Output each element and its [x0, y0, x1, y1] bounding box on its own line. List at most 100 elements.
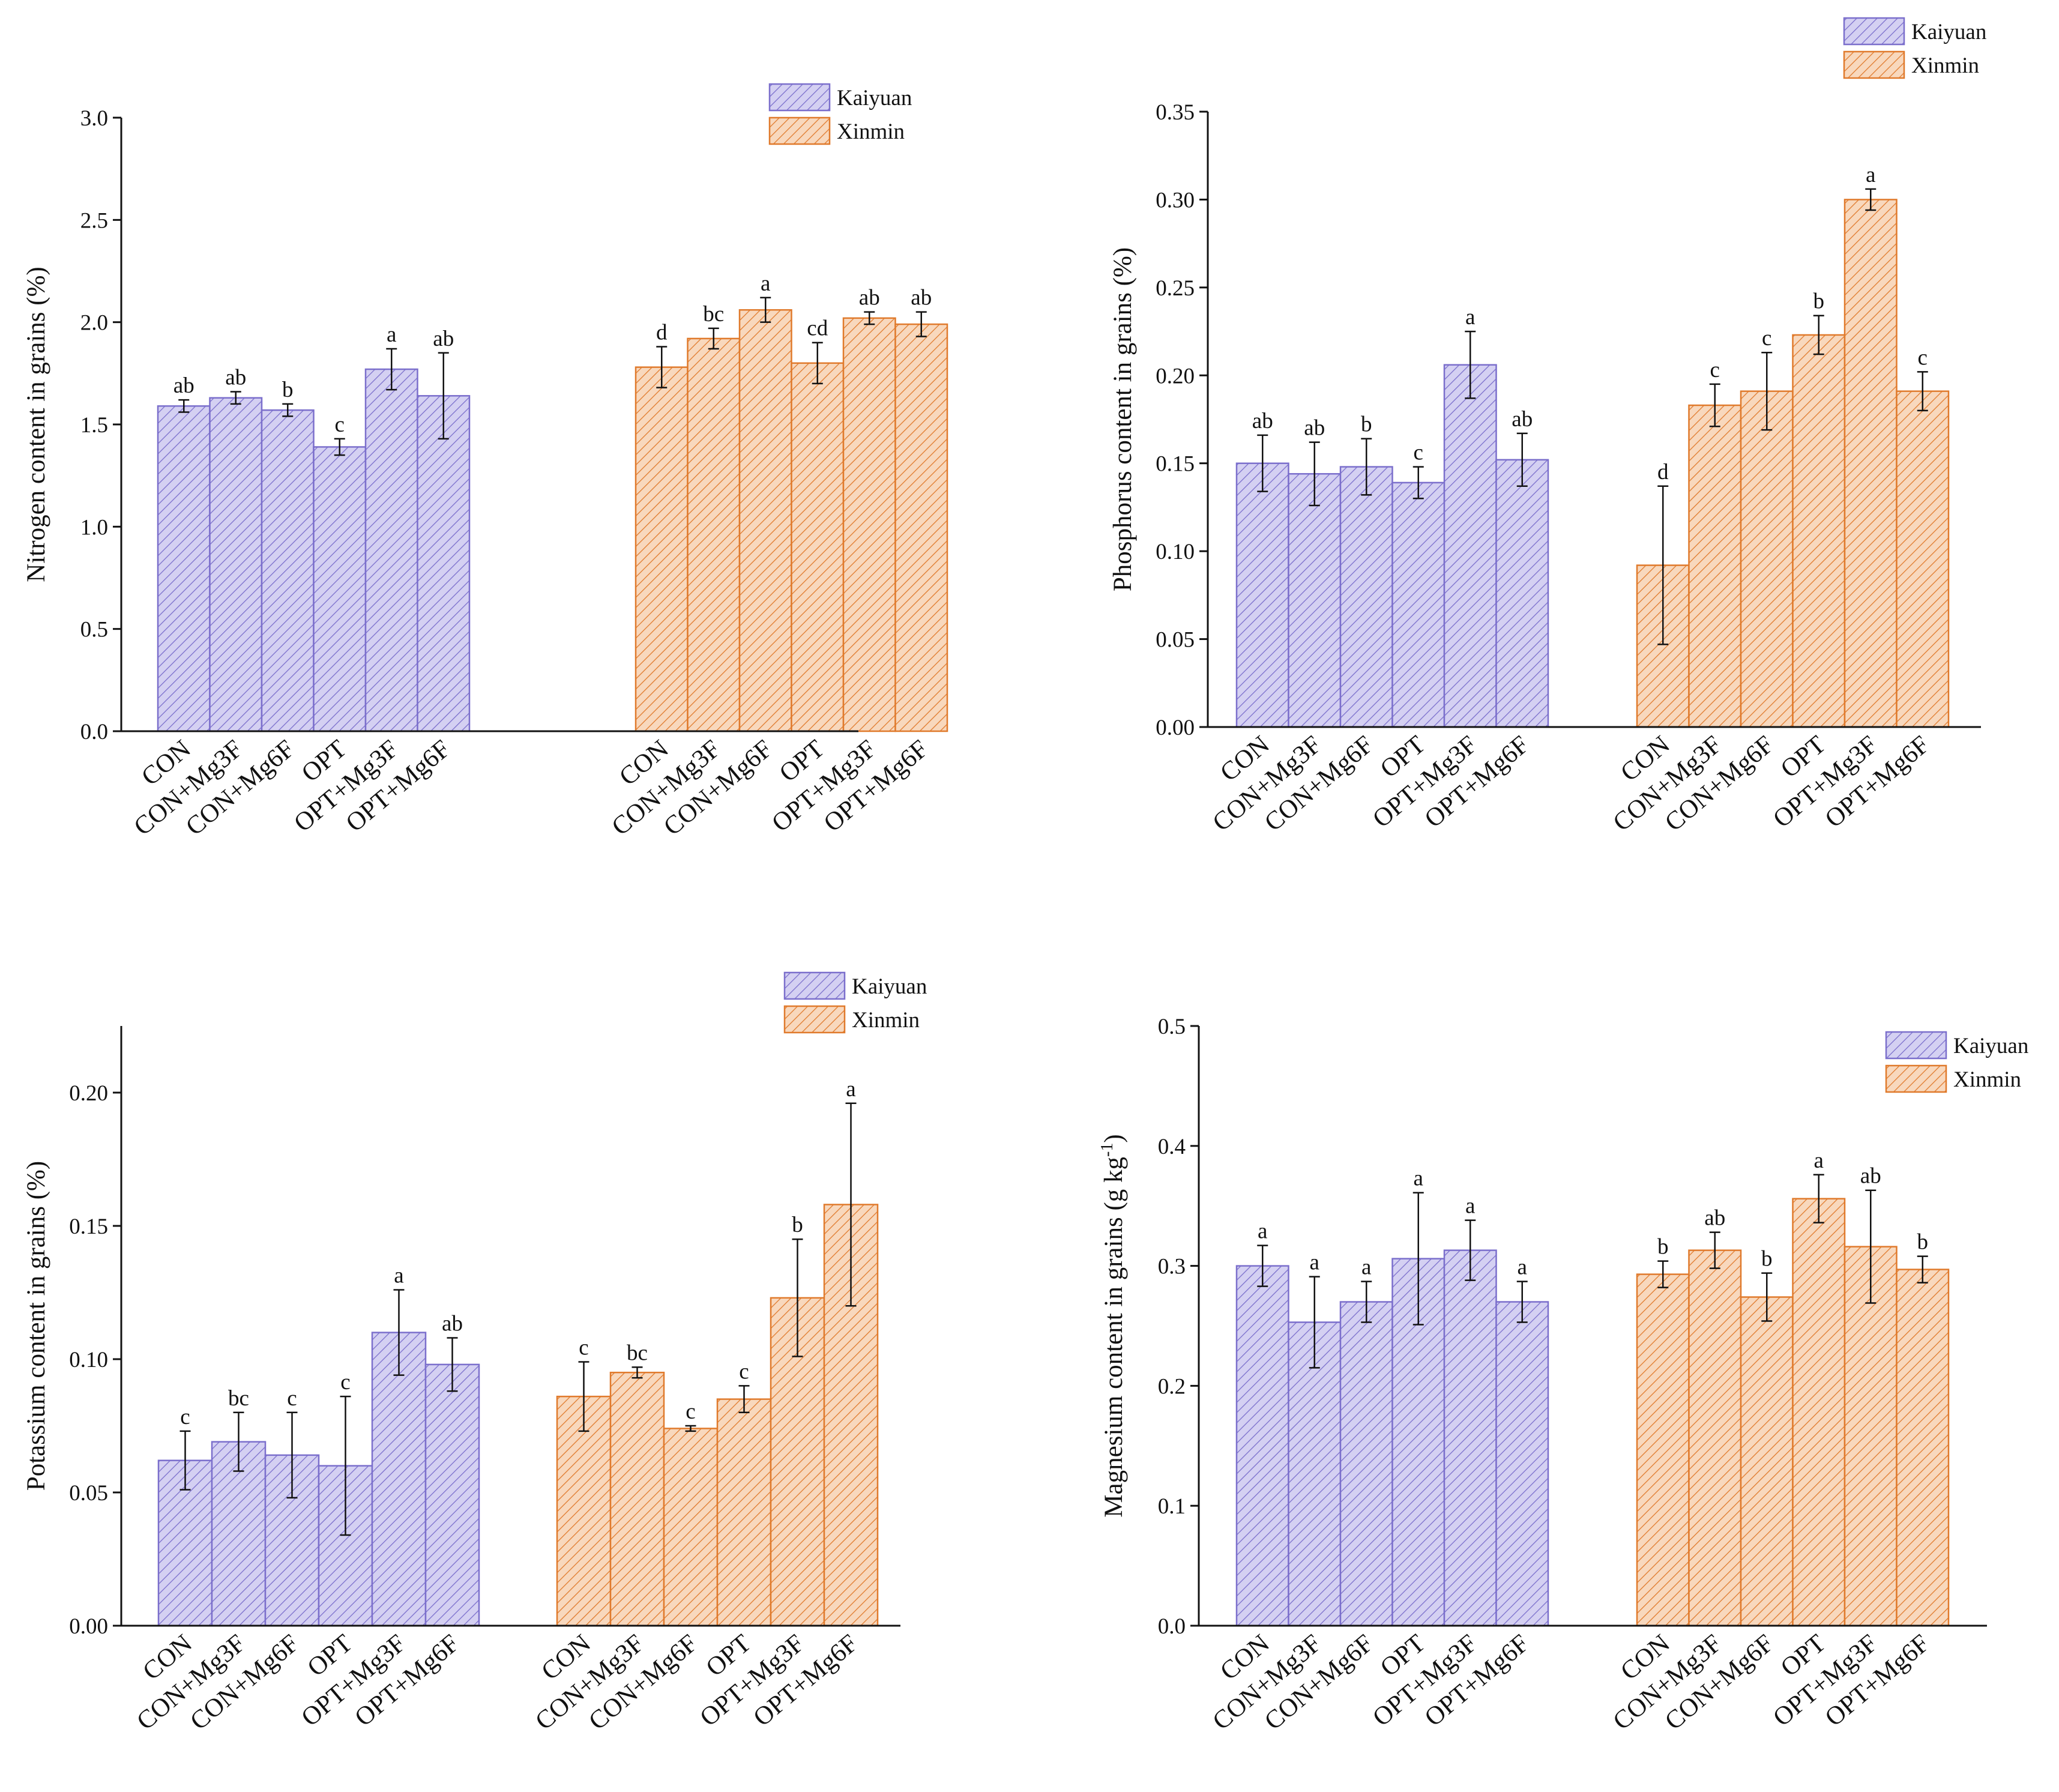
y-tick-label: 0.0 — [1158, 1614, 1186, 1639]
bar-xinmin-0 — [1636, 1273, 1690, 1627]
y-tick-label: 0.5 — [1158, 1015, 1186, 1039]
y-axis-title: Phosphorus content in grains (%) — [1109, 247, 1137, 591]
sig-letter-kaiyuan-2: b — [1361, 412, 1372, 437]
bar-kaiyuan-3 — [313, 446, 367, 732]
bar-kaiyuan-2 — [1339, 466, 1393, 728]
sig-letter-kaiyuan-3: c — [335, 412, 345, 437]
y-tick-label: 0.00 — [69, 1614, 108, 1639]
y-tick-label: 0.2 — [1158, 1374, 1186, 1399]
bar-xinmin-0 — [635, 366, 689, 732]
y-tick-label: 0.5 — [80, 618, 108, 642]
bar-xinmin-3 — [791, 362, 845, 732]
sig-letter-xinmin-0: b — [1657, 1235, 1669, 1260]
legend-swatch-kaiyuan — [1885, 1031, 1947, 1060]
bar-kaiyuan-1 — [1288, 473, 1342, 728]
bar-kaiyuan-4 — [1443, 364, 1497, 728]
nitrogen-chart: ab ab bca abCONCON+Mg3FCON+Mg6FOPTOPT+Mg3FO… — [22, 83, 948, 841]
sig-letter-xinmin-1: ab — [1704, 1206, 1725, 1231]
bar-kaiyuan-5 — [417, 395, 471, 732]
sig-letter-xinmin-3: c — [739, 1359, 749, 1384]
bar-kaiyuan-1 — [211, 1441, 267, 1627]
legend-swatch-kaiyuan — [783, 971, 846, 1000]
sig-letter-xinmin-2: a — [761, 271, 770, 296]
bar-kaiyuan-5 — [424, 1363, 480, 1627]
sig-letter-xinmin-1: c — [1710, 358, 1720, 382]
magnesium-chart: aa aaaaCONCON+Mg3FCON+Mg6FOPTOPT+Mg3FOPT+… — [1098, 1015, 2028, 1736]
bar-kaiyuan-4 — [364, 368, 418, 732]
sig-letter-xinmin-0: d — [1657, 460, 1669, 484]
bar-kaiyuan-3 — [1391, 481, 1446, 728]
sig-letter-xinmin-5: c — [1918, 345, 1928, 370]
sig-letter-xinmin-3: a — [1814, 1148, 1824, 1173]
y-axis-title: Nitrogen content in grains (%) — [22, 267, 50, 582]
y-tick-label: 3.0 — [80, 106, 108, 131]
sig-letter-xinmin-4: a — [1866, 163, 1875, 187]
y-tick-label: 2.5 — [80, 208, 108, 233]
bar-xinmin-1 — [609, 1371, 665, 1627]
y-tick-label: 0.15 — [1156, 452, 1195, 477]
y-tick-label: 2.0 — [80, 311, 108, 336]
legend-label-kaiyuan: Kaiyuan — [852, 974, 927, 999]
bar-xinmin-3 — [716, 1398, 772, 1627]
sig-letter-xinmin-3: cd — [807, 316, 828, 341]
bar-xinmin-1 — [687, 337, 741, 732]
y-tick-label: 0.00 — [1156, 716, 1195, 740]
sig-letter-xinmin-5: b — [1917, 1230, 1929, 1255]
legend-swatch-xinmin — [783, 1005, 846, 1034]
sig-letter-xinmin-2: b — [1761, 1247, 1773, 1272]
bar-xinmin-1 — [1688, 404, 1742, 728]
sig-letter-kaiyuan-1: a — [1310, 1250, 1319, 1275]
legend-label-xinmin: Xinmin — [837, 119, 905, 144]
sig-letter-kaiyuan-1: ab — [1304, 416, 1325, 441]
potassium-chart: cbc ccaabCONCON+Mg3FCON+Mg6FOPTOPT+Mg3FOP… — [22, 971, 927, 1736]
bar-kaiyuan-2 — [261, 409, 315, 732]
bar-kaiyuan-4 — [1443, 1249, 1497, 1627]
y-tick-label: 0.4 — [1158, 1135, 1186, 1159]
legend-label-xinmin: Xinmin — [1911, 53, 1979, 78]
legend-label-kaiyuan: Kaiyuan — [1911, 20, 1986, 44]
sig-letter-kaiyuan-0: ab — [1252, 409, 1273, 433]
legend-swatch-xinmin — [1843, 50, 1905, 79]
y-tick-label: 0.30 — [1156, 188, 1195, 213]
y-tick-label: 0.35 — [1156, 100, 1195, 125]
bar-kaiyuan-1 — [209, 397, 263, 732]
sig-letter-kaiyuan-5: a — [1518, 1255, 1527, 1280]
sig-letter-kaiyuan-0: a — [1258, 1219, 1267, 1244]
sig-letter-kaiyuan-3: c — [1414, 441, 1423, 465]
bar-xinmin-5 — [1896, 1269, 1950, 1627]
sig-letter-kaiyuan-5: ab — [433, 327, 454, 351]
sig-letter-kaiyuan-5: ab — [442, 1311, 463, 1336]
bar-xinmin-2 — [1740, 1296, 1794, 1627]
sig-letter-xinmin-4: b — [792, 1213, 803, 1237]
bar-kaiyuan-0 — [157, 405, 211, 732]
sig-letter-kaiyuan-4: a — [1465, 1194, 1475, 1219]
sig-letter-kaiyuan-3: a — [1414, 1166, 1423, 1191]
sig-letter-xinmin-4: ab — [1860, 1164, 1881, 1189]
y-tick-label: 1.5 — [80, 413, 108, 438]
sig-letter-kaiyuan-5: ab — [1512, 407, 1533, 432]
bar-xinmin-4 — [842, 317, 896, 732]
sig-letter-kaiyuan-2: b — [282, 378, 294, 402]
bar-xinmin-2 — [738, 309, 792, 732]
y-tick-label: 0.0 — [80, 720, 108, 744]
y-tick-label: 0.05 — [1156, 628, 1195, 653]
bar-kaiyuan-1 — [1288, 1321, 1342, 1627]
y-tick-label: 0.20 — [1156, 364, 1195, 388]
bar-kaiyuan-0 — [1235, 462, 1289, 728]
sig-letter-kaiyuan-3: c — [340, 1370, 350, 1395]
legend-swatch-xinmin — [768, 116, 831, 145]
sig-letter-xinmin-4: ab — [859, 286, 880, 310]
y-tick-label: 0.05 — [69, 1481, 108, 1506]
bar-xinmin-5 — [894, 323, 948, 732]
bar-xinmin-3 — [1792, 334, 1846, 728]
y-tick-label: 0.15 — [69, 1214, 108, 1239]
sig-letter-kaiyuan-0: c — [180, 1405, 190, 1429]
y-tick-label: 0.1 — [1158, 1494, 1186, 1519]
bar-xinmin-2 — [663, 1428, 719, 1627]
y-tick-label: 0.25 — [1156, 276, 1195, 301]
sig-letter-xinmin-1: bc — [703, 302, 724, 327]
sig-letter-kaiyuan-1: ab — [225, 365, 246, 390]
sig-letter-kaiyuan-1: bc — [228, 1386, 249, 1411]
sig-letter-xinmin-2: c — [686, 1399, 695, 1424]
